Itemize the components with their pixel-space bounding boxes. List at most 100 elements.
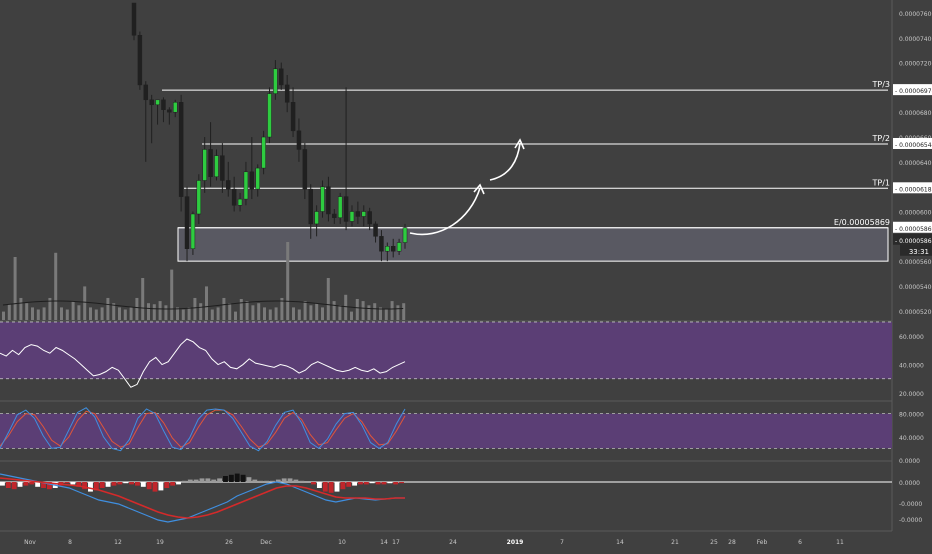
candle-body[interactable]	[343, 196, 349, 222]
candle-body[interactable]	[131, 2, 137, 36]
volume-bar	[239, 299, 243, 320]
candle-body[interactable]	[390, 246, 396, 252]
level-label: TP/2	[872, 134, 891, 143]
time-tick-label: 8	[68, 539, 72, 546]
macd-histogram-bar	[340, 482, 346, 490]
volume-bar	[118, 307, 121, 320]
volume-bar	[152, 304, 156, 320]
stoch-tick-label: 80.0000	[899, 412, 924, 419]
candle-body[interactable]	[172, 102, 178, 113]
volume-bar	[205, 286, 208, 320]
volume-bar	[164, 305, 168, 320]
macd-histogram-bar	[176, 482, 181, 485]
candle-body[interactable]	[284, 84, 290, 103]
candle-body[interactable]	[326, 186, 331, 215]
volume-bar	[251, 305, 255, 320]
candle-body[interactable]	[143, 84, 149, 101]
volume-ma-line	[2, 300, 404, 310]
candle-body[interactable]	[226, 180, 231, 190]
rsi-line	[0, 338, 406, 388]
macd-histogram-bar	[123, 482, 129, 484]
candle-body[interactable]	[385, 246, 390, 252]
macd-histogram-bar	[322, 482, 328, 492]
volume-bar	[170, 269, 174, 320]
volume-bar	[257, 303, 261, 320]
candle-body[interactable]	[332, 213, 337, 218]
candle-body[interactable]	[373, 223, 378, 237]
volume-bar	[42, 307, 46, 320]
macd-histogram-bar	[135, 482, 140, 486]
candle-body[interactable]	[302, 149, 308, 190]
volume-bar	[402, 303, 406, 320]
countdown-label: 33:31	[909, 248, 929, 256]
candle-body[interactable]	[308, 188, 313, 225]
volume-bar	[222, 297, 226, 320]
candle-body[interactable]	[161, 99, 166, 110]
candle-body[interactable]	[202, 149, 207, 181]
candle-body[interactable]	[137, 35, 143, 86]
candle-body[interactable]	[396, 242, 402, 252]
candle-body[interactable]	[196, 180, 202, 215]
candle-body[interactable]	[290, 102, 296, 132]
volume-bar	[332, 301, 336, 320]
entry-zone-box[interactable]	[177, 227, 889, 262]
level-price-tag	[893, 221, 932, 233]
candle-body[interactable]	[261, 136, 266, 169]
volume-bar	[54, 252, 58, 320]
candle-body[interactable]	[279, 68, 284, 86]
candle-body[interactable]	[214, 155, 219, 178]
candle-body[interactable]	[243, 171, 249, 200]
volume-bar	[187, 307, 191, 320]
candle-body[interactable]	[149, 99, 154, 106]
candle-body[interactable]	[231, 188, 237, 206]
time-tick-label: Nov	[24, 539, 36, 546]
candle-body[interactable]	[167, 109, 172, 113]
candle-body[interactable]	[402, 227, 408, 243]
candle-body[interactable]	[237, 198, 243, 206]
volume-bar	[2, 311, 5, 320]
candle-body[interactable]	[184, 196, 190, 249]
candle-body[interactable]	[267, 93, 272, 138]
macd-histogram-bar	[93, 482, 99, 491]
candle-body[interactable]	[379, 236, 384, 252]
candle-body[interactable]	[178, 102, 184, 197]
candle-body[interactable]	[249, 171, 255, 190]
macd-histogram-bar	[129, 482, 134, 485]
volume-bar	[129, 307, 133, 320]
candle-body[interactable]	[367, 211, 372, 225]
volume-bar	[344, 294, 348, 320]
candle-body[interactable]	[349, 211, 355, 222]
candle-body[interactable]	[337, 196, 343, 218]
time-tick-label: 14	[616, 539, 624, 546]
macd-histogram-bar	[76, 482, 82, 487]
macd-histogram-bar	[5, 482, 11, 488]
volume-bar	[216, 307, 220, 320]
macd-histogram-bar	[0, 482, 5, 486]
candle-body[interactable]	[255, 167, 260, 190]
candle-body[interactable]	[190, 213, 196, 249]
candle-body[interactable]	[208, 149, 213, 178]
candle-body[interactable]	[320, 186, 325, 212]
candle-body[interactable]	[220, 155, 225, 181]
macd-histogram-bar	[29, 482, 35, 485]
volume-bar	[19, 297, 23, 320]
candle-body[interactable]	[273, 68, 278, 94]
candle-body[interactable]	[361, 211, 367, 217]
macd-histogram-bar	[375, 482, 381, 485]
candle-body[interactable]	[155, 99, 160, 106]
volume-bar	[321, 307, 324, 320]
macd-histogram-bar	[381, 482, 387, 485]
projection-arrowhead-2	[514, 138, 525, 150]
time-axis: Nov 8 12 19 26 Dec 10 14 17 24 2019 7 14 21 25 28 Feb 6 11	[24, 539, 844, 546]
rsi-tick-label: 60.0000	[899, 334, 924, 341]
candle-body[interactable]	[314, 211, 319, 225]
macd-histogram-bar	[164, 482, 170, 488]
macd-histogram-bar	[105, 482, 111, 487]
volume-bar	[274, 307, 278, 320]
macd-histogram-bar	[393, 482, 399, 485]
time-tick-label: 28	[728, 539, 736, 546]
candle-body[interactable]	[296, 130, 302, 150]
candle-body[interactable]	[355, 211, 361, 217]
